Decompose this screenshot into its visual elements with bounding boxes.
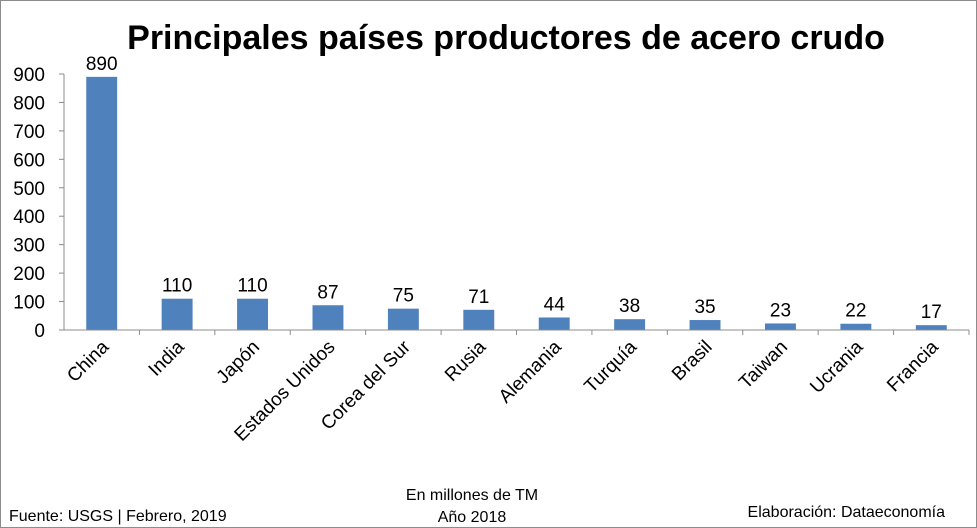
data-label: 110	[237, 276, 267, 297]
data-label: 87	[317, 282, 338, 303]
data-label: 38	[619, 296, 640, 317]
y-tick-label: 400	[13, 207, 45, 228]
y-tick-label: 300	[13, 236, 45, 257]
y-tick-label: 800	[13, 93, 45, 114]
year-note: Año 2018	[438, 509, 507, 526]
bar	[614, 319, 646, 330]
bar	[387, 308, 419, 330]
y-tick-label: 0	[34, 321, 45, 342]
data-label: 71	[468, 287, 489, 308]
data-label: 75	[393, 286, 414, 307]
category-label: Francia	[883, 336, 943, 396]
category-label: Turquía	[581, 336, 642, 397]
data-label: 22	[845, 301, 866, 322]
data-label: 890	[86, 54, 118, 75]
y-tick-label: 600	[13, 150, 45, 171]
category-label: India	[145, 336, 189, 380]
bar	[840, 323, 872, 330]
category-label: Rusia	[441, 336, 491, 386]
bar	[86, 76, 118, 330]
category-label: Japón	[213, 337, 264, 388]
y-tick-label: 500	[13, 179, 45, 200]
bar	[689, 320, 721, 330]
y-tick-label: 700	[13, 122, 45, 143]
bar	[312, 305, 344, 330]
category-label: China	[63, 336, 113, 386]
data-label: 110	[162, 276, 192, 297]
category-label: Taiwan	[735, 337, 792, 394]
bar	[237, 298, 269, 330]
y-axis: 0 100 200 300 400 500 600 700 800 900	[13, 65, 65, 342]
category-label: Brasil	[668, 337, 716, 385]
category-label: Ucrania	[806, 336, 867, 397]
bar	[538, 317, 570, 330]
bar	[463, 309, 495, 330]
y-tick-label: 100	[13, 293, 45, 314]
bars: 890 110 110 87 75 71 44 38 35 23 22 17	[86, 54, 947, 330]
units-note: En millones de TM	[406, 487, 538, 504]
data-label: 17	[921, 302, 942, 323]
data-label: 44	[544, 294, 566, 315]
bar	[764, 323, 796, 330]
data-label: 23	[770, 300, 791, 321]
y-tick-label: 900	[13, 65, 45, 86]
category-label: Alemania	[495, 336, 566, 407]
y-tick-label: 200	[13, 264, 45, 285]
source-note: Fuente: USGS | Febrero, 2019	[9, 508, 227, 525]
credit-note: Elaboración: Dataeconomía	[748, 504, 946, 521]
data-label: 35	[694, 297, 715, 318]
bar	[161, 298, 193, 330]
bar	[915, 325, 947, 330]
chart-title: Principales países productores de acero …	[127, 19, 885, 57]
